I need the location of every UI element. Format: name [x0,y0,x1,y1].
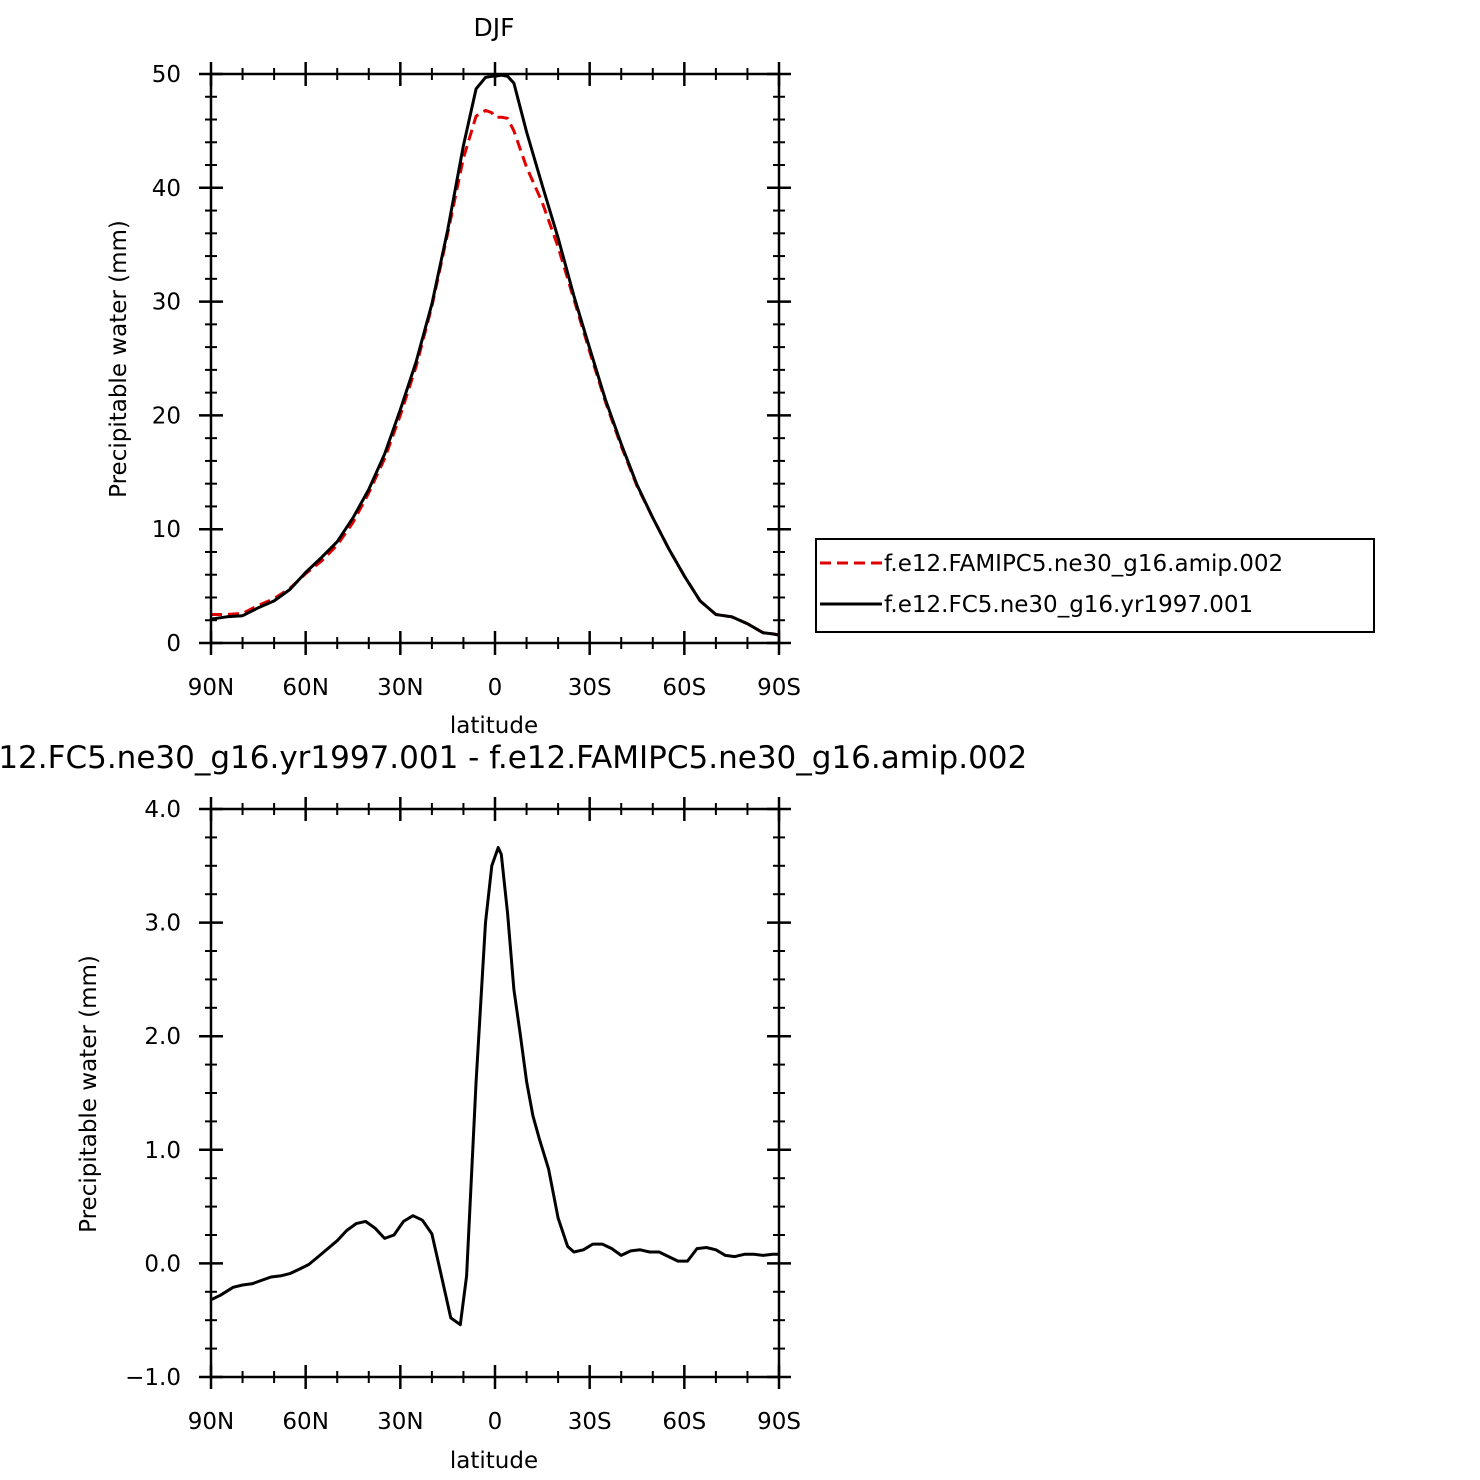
series-line-1-0 [211,846,779,1327]
legend: f.e12.FAMIPC5.ne30_g16.amip.002 f.e12.FC5… [815,538,1375,633]
legend-label-0: f.e12.FAMIPC5.ne30_g16.amip.002 [884,551,1283,577]
x-tick-label: 90S [757,675,801,701]
y-tick-label: 2.0 [144,1024,181,1050]
x-tick-label: 90N [188,675,234,701]
legend-label-1: f.e12.FC5.ne30_g16.yr1997.001 [884,592,1253,618]
x-tick-label: 90S [757,1409,801,1435]
y-tick-label: 4.0 [144,797,181,823]
x-tick-label: 60N [282,1409,328,1435]
y-tick-label: 3.0 [144,911,181,937]
x-tick-label: 0 [488,1409,503,1435]
y-tick-label: 0 [166,631,181,657]
legend-box [815,538,1375,633]
top-chart-title: DJF [473,13,514,42]
x-tick-label: 30S [568,675,612,701]
y-tick-label: −1.0 [125,1365,181,1391]
top-y-axis-label: Precipitable water (mm) [106,220,132,498]
bottom-chart-title: f.e12.FC5.ne30_g16.yr1997.001 - f.e12.FA… [0,740,1027,776]
y-tick-label: 1.0 [144,1138,181,1164]
series-line-0-1 [211,74,779,637]
y-tick-label: 30 [152,290,181,316]
x-tick-label: 30N [377,1409,423,1435]
bottom-y-axis-label: Precipitable water (mm) [76,955,102,1233]
plot-frame-0 [209,72,781,645]
bottom-panel-difference: f.e12.FC5.ne30_g16.yr1997.001 - f.e12.FA… [0,740,1027,1474]
y-tick-label: 20 [152,403,181,429]
x-tick-label: 30N [377,675,423,701]
series-line-0-0 [211,108,779,637]
top-x-axis-label: latitude [450,713,538,739]
x-tick-label: 30S [568,1409,612,1435]
x-tick-label: 60N [282,675,328,701]
top-panel-djf: DJF latitude Precipitable water (mm) 90N… [106,13,1375,739]
x-tick-label: 0 [488,675,503,701]
plot-frame-1 [209,807,781,1379]
x-tick-label: 90N [188,1409,234,1435]
y-tick-label: 10 [152,517,181,543]
x-tick-label: 60S [662,675,706,701]
bottom-x-axis-label: latitude [450,1448,538,1474]
x-tick-label: 60S [662,1409,706,1435]
y-tick-label: 50 [152,62,181,88]
y-tick-label: 40 [152,176,181,202]
y-tick-label: 0.0 [144,1251,181,1277]
